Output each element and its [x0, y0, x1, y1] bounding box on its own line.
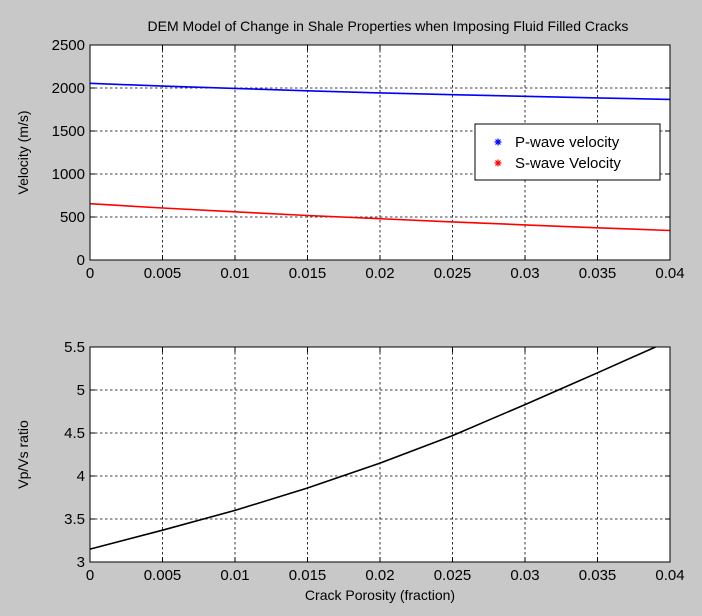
x-tick-label: 0.02 — [365, 567, 394, 584]
velocity-legend: P-wave velocity S-wave Velocity — [474, 123, 661, 181]
x-tick-label: 0.025 — [434, 265, 472, 282]
x-tick-label: 0.015 — [289, 567, 327, 584]
x-tick-label: 0.02 — [365, 265, 394, 282]
y-tick-label: 1500 — [52, 123, 85, 140]
axes-frame — [89, 346, 671, 563]
legend-marker-icon — [495, 139, 501, 145]
y-tick-label: 4.5 — [64, 425, 85, 442]
x-tick-label: 0.005 — [144, 265, 182, 282]
x-tick-label: 0.025 — [434, 567, 472, 584]
y-tick-label: 2500 — [52, 37, 85, 54]
axes-frame — [89, 44, 671, 261]
x-tick-label: 0.03 — [510, 265, 539, 282]
x-tick-label: 0.04 — [655, 567, 684, 584]
x-tick-label: 0.005 — [144, 567, 182, 584]
x-tick-label: 0 — [86, 265, 94, 282]
chart-title: DEM Model of Change in Shale Properties … — [148, 18, 629, 34]
x-tick-label: 0.03 — [510, 567, 539, 584]
x-tick-label: 0 — [86, 567, 94, 584]
y-tick-label: 0 — [77, 252, 85, 269]
vpvs-ratio-plot: 0 0.005 0.01 0.015 0.02 0.025 0.03 0.035 0.04 3 3.… — [15, 339, 685, 603]
legend-marker-icon — [495, 160, 501, 166]
y-tick-label: 1000 — [52, 166, 85, 183]
x-tick-label: 0.01 — [220, 265, 249, 282]
y-tick-label: 500 — [60, 209, 85, 226]
y-tick-label: 3 — [77, 554, 85, 571]
x-tick-label: 0.01 — [220, 567, 249, 584]
x-axis-label: Crack Porosity (fraction) — [305, 587, 455, 603]
x-tick-label: 0.015 — [289, 265, 327, 282]
s-wave-velocity-line — [89, 202, 671, 232]
y-tick-label: 5 — [77, 382, 85, 399]
y-tick-label: 4 — [77, 468, 85, 485]
y-axis-label: Vp/Vs ratio — [15, 420, 31, 489]
y-tick-label: 2000 — [52, 80, 85, 97]
legend-box — [474, 123, 661, 181]
x-tick-label: 0.035 — [579, 567, 617, 584]
series-0-line — [89, 346, 656, 550]
x-tick-label: 0.035 — [579, 265, 617, 282]
legend-entry-label: P-wave velocity — [515, 134, 620, 151]
y-tick-label: 5.5 — [64, 339, 85, 356]
y-tick-label: 3.5 — [64, 511, 85, 528]
x-tick-label: 0.04 — [655, 265, 684, 282]
p-wave-velocity-line — [89, 82, 671, 101]
y-axis-label: Velocity (m/s) — [15, 110, 31, 194]
legend-entry-label: S-wave Velocity — [515, 155, 621, 172]
